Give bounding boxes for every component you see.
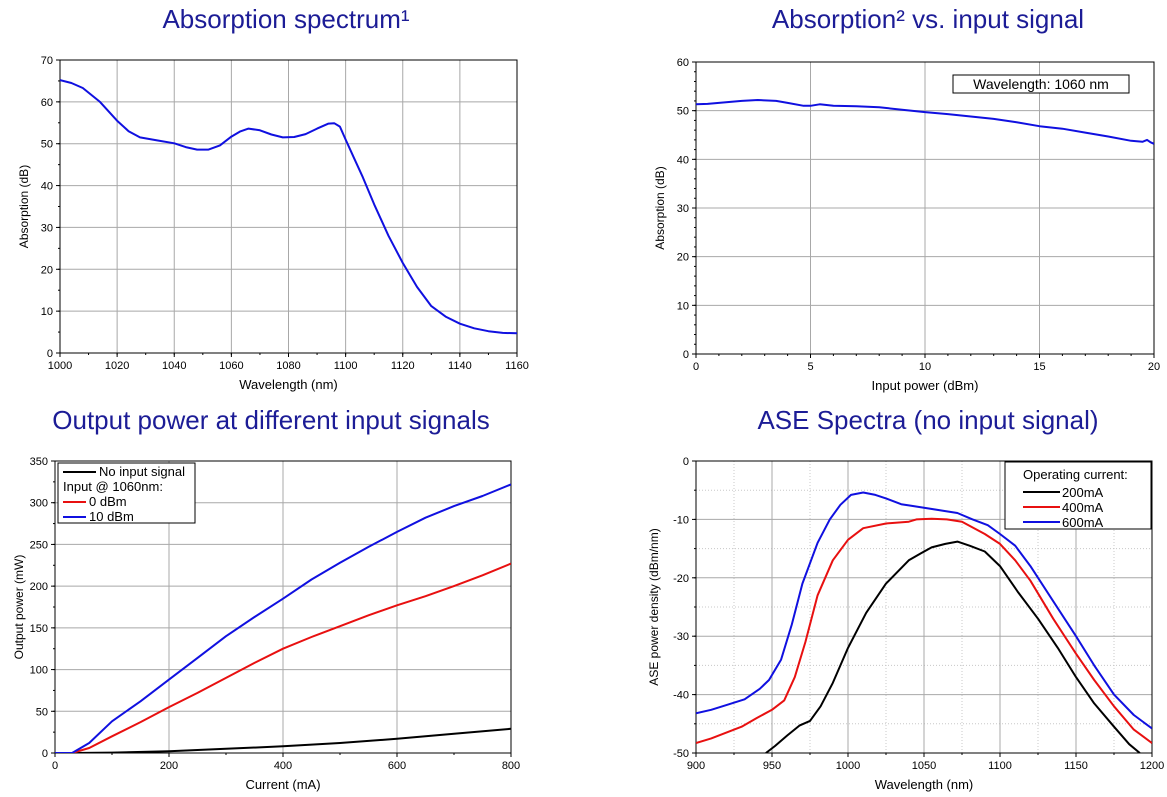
chart-4: 900 950 1000 1050 1100 1150 1200 -50 -40 -30 -20 -1… (647, 456, 1164, 792)
tick-label-x: 1100 (334, 360, 358, 372)
tick-label-y: 50 (41, 139, 53, 151)
series-line-absorption (696, 99, 1154, 145)
tick-label-y: 200 (30, 581, 48, 593)
tick-label-x: 1150 (1064, 760, 1088, 772)
tick-label-y: 100 (30, 665, 48, 677)
tick-label-x: 1050 (912, 760, 936, 772)
tick-label-x: 0 (52, 760, 58, 772)
tick-label-y: 20 (41, 264, 53, 276)
tick-label-y: 70 (41, 55, 53, 67)
x-axis-label: Wavelength (nm) (875, 777, 974, 792)
series-line-400ma (696, 517, 1152, 745)
tick-label-x: 1100 (988, 760, 1012, 772)
tick-label-y: 0 (42, 748, 48, 760)
annotation-box (952, 74, 1130, 94)
series-line-10-dbm (55, 483, 511, 753)
plot-frame (695, 460, 1153, 754)
annotation-text: Wavelength: 1060 nm (973, 76, 1109, 92)
chart-2: 0 5 10 15 20 0 10 20 30 40 50 60 Input power (dBm) Ab… (653, 57, 1160, 393)
y-axis-label: Output power (mW) (12, 555, 26, 660)
tick-label-y: -50 (673, 748, 689, 760)
tick-label-y: 50 (36, 706, 48, 718)
tick-label-x: 15 (1033, 361, 1045, 373)
x-axis-label: Current (mA) (245, 777, 320, 792)
x-axis-label: Wavelength (nm) (239, 377, 338, 392)
legend-label: 400mA (1062, 500, 1104, 515)
tick-label-x: 1160 (505, 360, 529, 372)
tick-label-x: 600 (388, 760, 406, 772)
tick-label-x: 10 (919, 361, 931, 373)
chart-1: 1000 1020 1040 1060 1080 1100 1120 1140 11600102… (17, 55, 529, 392)
tick-label-x: 950 (763, 760, 781, 772)
legend-label: 200mA (1062, 485, 1104, 500)
tick-label-y: 30 (41, 222, 53, 234)
chart-title-absorption-vs-input: Absorption² vs. input signal (771, 4, 1085, 34)
plot-frame (54, 460, 512, 754)
tick-label-x: 1080 (276, 360, 300, 372)
y-axis-label: Absorption (dB) (17, 165, 31, 248)
tick-label-y: 40 (677, 154, 689, 166)
tick-label-x: 1120 (391, 360, 415, 372)
chart-title-absorption-spectrum: Absorption spectrum¹ (162, 4, 410, 34)
tick-label-x: 1200 (1140, 760, 1164, 772)
tick-label-y: 50 (677, 106, 689, 118)
tick-label-y: -20 (673, 573, 689, 585)
tick-label-x: 1060 (219, 360, 243, 372)
legend-label: 0 dBm (89, 494, 127, 509)
legend-header: Input @ 1060nm: (63, 479, 163, 494)
series-line-absorption (60, 79, 517, 335)
tick-label-y: 300 (30, 498, 48, 510)
tick-label-y: 40 (41, 181, 53, 193)
y-axis-label: Absorption (dB) (653, 166, 667, 249)
tick-label-x: 5 (807, 361, 813, 373)
tick-label-y: -30 (673, 631, 689, 643)
tick-label-y: 350 (30, 456, 48, 468)
tick-label-y: 150 (30, 623, 48, 635)
tick-label-y: 0 (683, 349, 689, 361)
series-line-0-dbm (55, 562, 511, 753)
tick-label-x: 1000 (836, 760, 860, 772)
plot-frame (695, 61, 1155, 355)
tick-label-y: 30 (677, 203, 689, 215)
legend-label: No input signal (99, 464, 185, 479)
legend-box (1004, 461, 1152, 530)
tick-label-y: 10 (677, 300, 689, 312)
tick-label-y: 0 (683, 456, 689, 468)
series-line-200ma (765, 540, 1141, 753)
tick-label-y: 60 (677, 57, 689, 69)
legend-header: Operating current: (1023, 467, 1128, 482)
tick-label-y: 250 (30, 539, 48, 551)
tick-label-x: 1140 (448, 360, 472, 372)
chart-3: 0 200 400 600 800 0 50 100 150 200 250 300 350 Curren… (12, 456, 520, 792)
tick-label-x: 800 (502, 760, 520, 772)
tick-label-x: 900 (687, 760, 705, 772)
series-line-600ma (696, 491, 1152, 730)
x-axis-label: Input power (dBm) (872, 378, 979, 393)
tick-label-y: 0 (47, 348, 53, 360)
tick-label-y: -40 (673, 690, 689, 702)
tick-label-x: 1000 (48, 360, 72, 372)
y-axis-label: ASE power density (dBm/nm) (647, 528, 661, 685)
tick-label-y: 20 (677, 252, 689, 264)
chart-title-ase-spectra: ASE Spectra (no input signal) (757, 405, 1099, 435)
legend-label: 600mA (1062, 515, 1104, 530)
tick-label-x: 1020 (105, 360, 129, 372)
legend-label: 10 dBm (89, 509, 134, 524)
tick-label-y: 10 (41, 306, 53, 318)
tick-label-x: 0 (693, 361, 699, 373)
series-line-no-input-signal (55, 727, 511, 753)
tick-label-x: 400 (274, 760, 292, 772)
tick-label-x: 20 (1148, 361, 1160, 373)
chart-title-output-power: Output power at different input signals (52, 405, 490, 435)
tick-label-y: -10 (673, 514, 689, 526)
plot-frame (59, 59, 518, 354)
tick-label-x: 200 (160, 760, 178, 772)
tick-label-x: 1040 (162, 360, 186, 372)
tick-label-y: 60 (41, 97, 53, 109)
